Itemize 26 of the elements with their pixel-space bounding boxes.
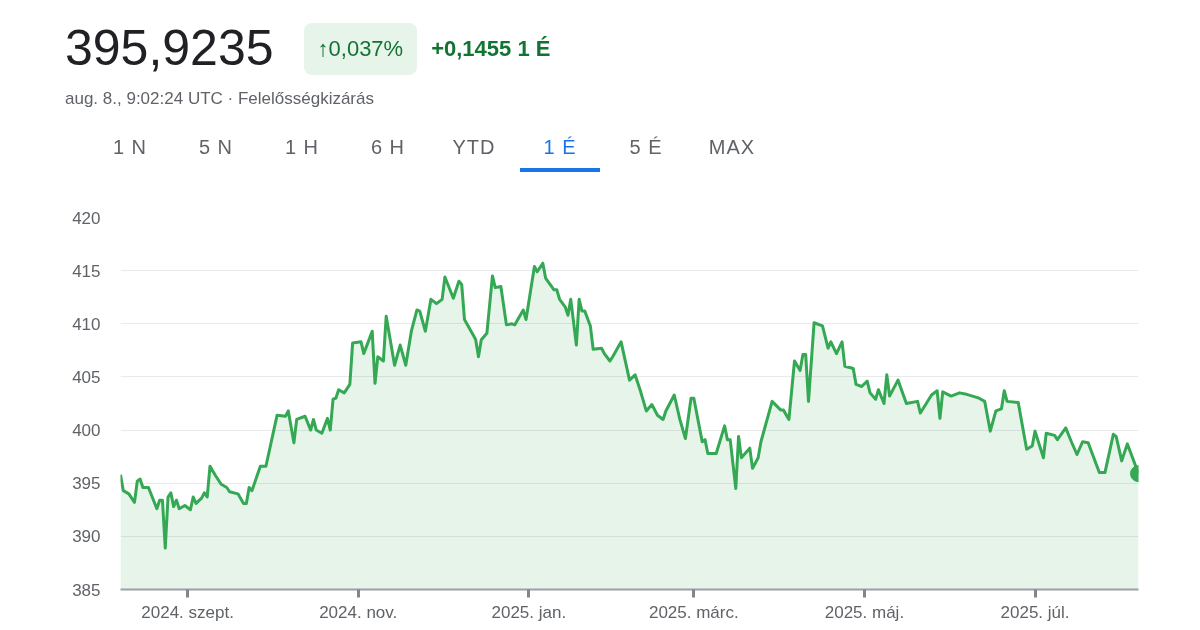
y-tick-label: 410 — [72, 314, 101, 334]
chart-title: 395,9235 — [65, 19, 274, 79]
y-tick-label: 405 — [72, 367, 101, 387]
text: +0,1455 1 É — [431, 35, 551, 64]
text: 1 H — [283, 135, 321, 161]
y-tick-label: 385 — [72, 580, 101, 600]
y-tick-label: 390 — [72, 527, 101, 547]
text: 5 N — [197, 135, 235, 161]
text: ↑0,037% — [303, 23, 418, 75]
y-tick-label: 415 — [72, 261, 101, 281]
x-tick-label: 2025. jan. — [491, 602, 567, 622]
x-tick-label: 2024. nov. — [319, 602, 398, 622]
chart-subtitle: aug. 8., 9:02:24 UTC · Felelősségkizárás — [65, 88, 375, 110]
y-tick-label: 420 — [72, 208, 101, 228]
x-tick-label: 2025. máj. — [824, 602, 905, 622]
y-tick-label: 400 — [72, 421, 101, 441]
x-tick-label: 2024. szept. — [141, 602, 234, 622]
text: 1 N — [111, 135, 149, 161]
text: YTD — [451, 135, 497, 161]
text: MAX — [707, 135, 757, 161]
x-tick-label: 2025. júl. — [1000, 602, 1070, 622]
y-tick-label: 395 — [72, 474, 101, 494]
text: 5 É — [628, 135, 664, 161]
text: 6 H — [369, 135, 407, 161]
text: 1 É — [520, 133, 600, 172]
x-tick-label: 2025. márc. — [648, 602, 739, 622]
